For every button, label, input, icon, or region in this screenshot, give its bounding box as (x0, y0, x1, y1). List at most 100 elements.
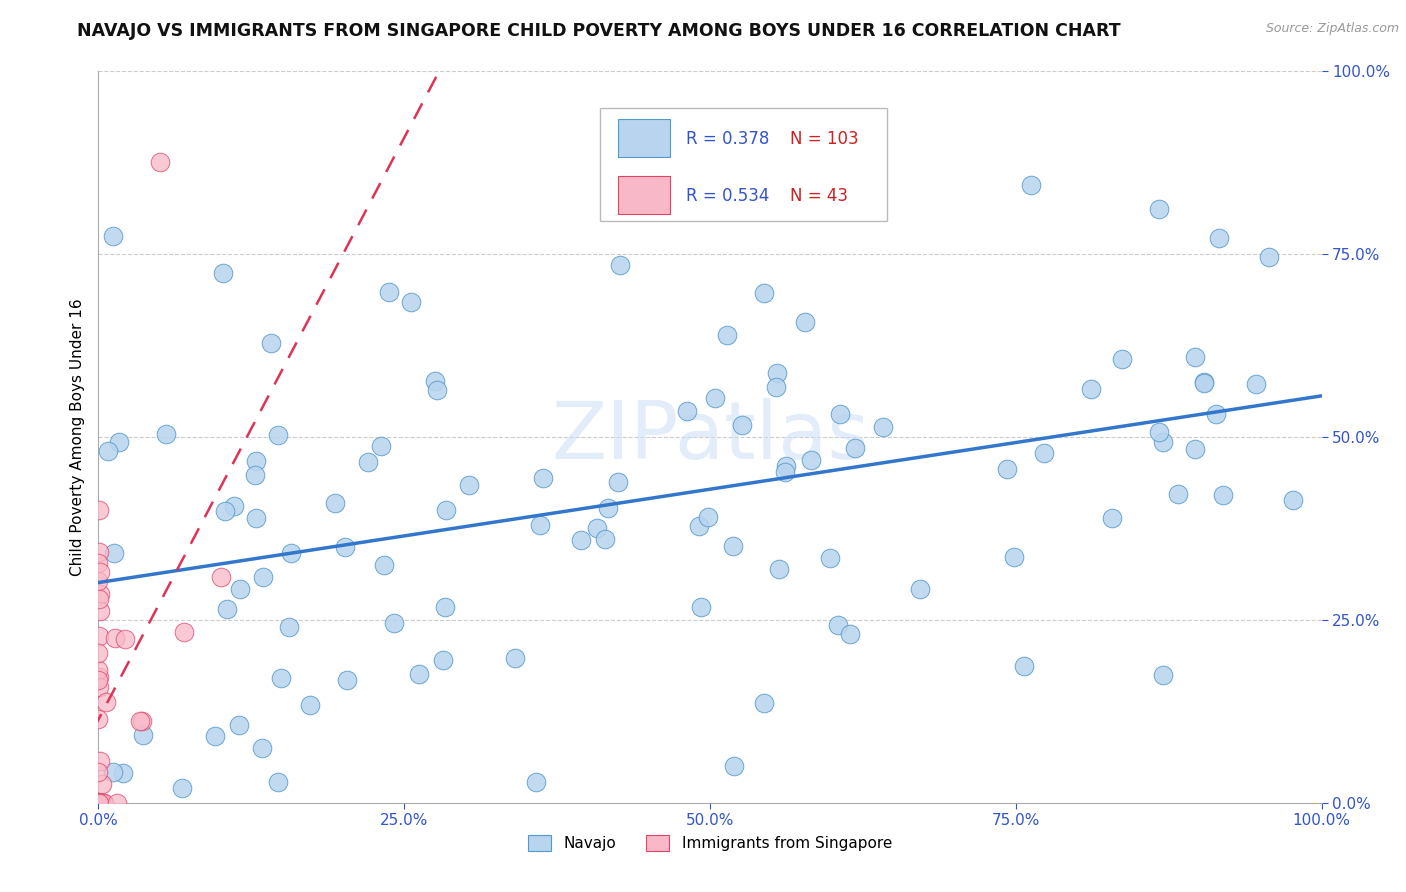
Point (716, 328, 738, 343)
Point (607, 475, 630, 490)
Point (93, 796, 115, 810)
Point (87, 646, 110, 660)
Point (1147, 425, 1170, 439)
Point (87, 796, 110, 810)
Point (432, 653, 454, 667)
Point (131, 714, 153, 728)
Point (335, 673, 357, 688)
Point (688, 518, 710, 533)
Point (89, 587, 111, 601)
Point (1184, 442, 1206, 457)
Point (104, 631, 127, 645)
Point (426, 384, 449, 398)
Point (87, 503, 110, 517)
Point (87, 680, 110, 694)
Point (1184, 350, 1206, 364)
Point (280, 546, 302, 560)
Point (766, 366, 789, 380)
Point (222, 500, 245, 514)
Point (794, 315, 817, 329)
FancyBboxPatch shape (600, 108, 887, 221)
Point (245, 511, 267, 525)
Point (270, 671, 292, 685)
Point (267, 774, 290, 789)
Point (278, 619, 301, 633)
Point (87, 574, 110, 589)
Point (252, 741, 274, 756)
Point (908, 582, 931, 597)
Point (373, 558, 395, 573)
Point (529, 518, 551, 533)
Point (87, 629, 110, 643)
Point (103, 546, 125, 560)
Point (731, 417, 754, 432)
Point (259, 336, 281, 351)
Point (101, 228, 124, 243)
Legend: Navajo, Immigrants from Singapore: Navajo, Immigrants from Singapore (522, 830, 898, 857)
Point (1019, 178, 1042, 193)
Point (89, 604, 111, 618)
Point (87, 796, 110, 810)
FancyBboxPatch shape (619, 119, 669, 157)
Point (94, 695, 117, 709)
Point (1192, 376, 1215, 391)
Point (1033, 446, 1056, 460)
Text: N = 43: N = 43 (790, 186, 848, 204)
Point (800, 453, 823, 467)
Point (1192, 376, 1215, 390)
Point (1281, 492, 1303, 507)
Point (89, 796, 111, 810)
Point (87, 670, 110, 684)
Point (266, 427, 288, 442)
Point (90, 796, 112, 810)
Point (378, 285, 401, 300)
Point (1152, 435, 1174, 450)
Point (89, 754, 111, 768)
Point (585, 520, 607, 534)
Point (252, 569, 274, 583)
Point (997, 462, 1019, 476)
Point (434, 503, 457, 517)
Point (704, 391, 727, 405)
Point (721, 539, 744, 553)
Point (87, 556, 110, 570)
Point (91, 796, 114, 810)
Text: R = 0.378: R = 0.378 (686, 129, 769, 148)
Point (89, 796, 111, 810)
Point (1212, 488, 1234, 502)
Point (87, 796, 110, 810)
Point (87, 673, 110, 687)
Point (723, 759, 745, 773)
Point (595, 533, 617, 547)
Point (299, 698, 322, 712)
Point (457, 478, 479, 492)
Point (754, 696, 776, 710)
Point (87, 796, 110, 810)
Point (90, 796, 112, 810)
Point (228, 718, 250, 732)
Point (434, 600, 457, 615)
Point (172, 780, 194, 795)
Point (844, 441, 866, 455)
Point (108, 435, 131, 450)
Point (87, 796, 110, 810)
Point (598, 500, 620, 515)
Point (335, 541, 357, 555)
Point (89, 796, 111, 810)
Point (1152, 668, 1174, 682)
Point (211, 266, 233, 280)
Point (1258, 250, 1281, 264)
Text: NAVAJO VS IMMIGRANTS FROM SINGAPORE CHILD POVERTY AMONG BOYS UNDER 16 CORRELATIO: NAVAJO VS IMMIGRANTS FROM SINGAPORE CHIL… (77, 22, 1121, 40)
Point (217, 602, 239, 616)
Point (204, 729, 226, 743)
Point (87, 591, 110, 606)
Point (827, 618, 849, 632)
Point (97, 443, 120, 458)
Point (356, 455, 378, 469)
Point (1101, 511, 1123, 525)
Point (91, 796, 114, 810)
Point (569, 533, 592, 548)
Point (408, 666, 430, 681)
Point (103, 764, 125, 779)
Point (425, 375, 447, 389)
